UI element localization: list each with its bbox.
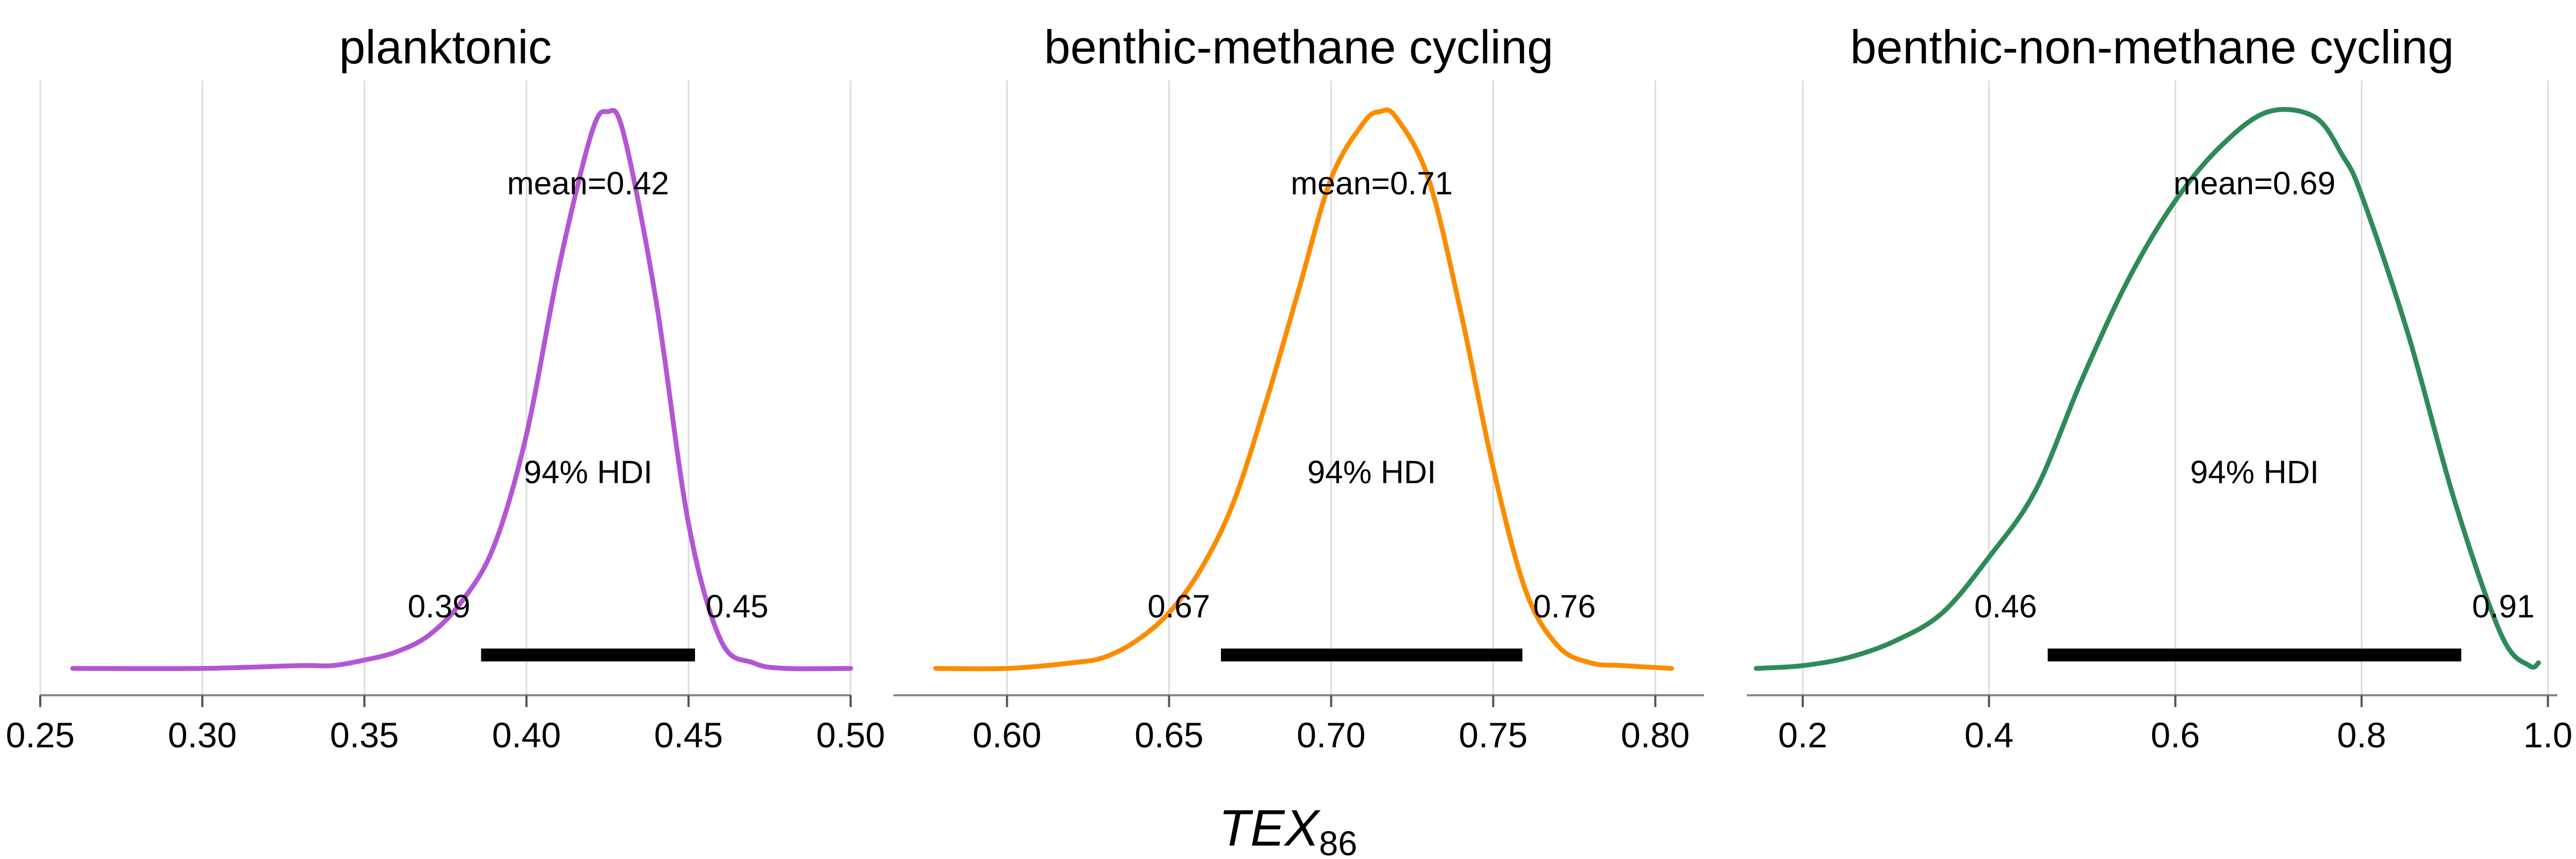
mean-label: mean=0.69 — [2174, 165, 2336, 201]
x-axis-label: TEX86 — [1219, 799, 1357, 859]
x-axis-label-subscript: 86 — [1319, 824, 1357, 859]
x-tick-label: 0.75 — [1459, 715, 1527, 755]
density-curve — [1753, 107, 2541, 671]
density-curve — [70, 108, 853, 672]
x-tick-label: 0.30 — [168, 715, 237, 755]
mean-label: mean=0.42 — [507, 165, 669, 201]
hdi-high-label: 0.45 — [706, 588, 769, 624]
hdi-high-label: 0.91 — [2472, 588, 2535, 624]
x-tick-label: 0.2 — [1778, 715, 1827, 755]
hdi-label: 94% HDI — [1307, 454, 1436, 490]
x-tick-label: 0.35 — [330, 715, 399, 755]
hdi-low-label: 0.46 — [1974, 588, 2037, 624]
x-axis-label-main: TEX — [1219, 799, 1321, 857]
x-tick-label: 0.60 — [972, 715, 1041, 755]
density-curve — [933, 107, 1674, 672]
x-tick-label: 0.80 — [1621, 715, 1689, 755]
panel-title: benthic-methane cycling — [1044, 20, 1554, 74]
hdi-low-label: 0.39 — [408, 588, 471, 624]
mean-label: mean=0.71 — [1291, 165, 1453, 201]
x-tick-label: 0.45 — [654, 715, 723, 755]
panel-title: planktonic — [339, 20, 552, 74]
x-tick-label: 0.4 — [1964, 715, 2014, 755]
x-tick-label: 1.0 — [2523, 715, 2573, 755]
x-tick-label: 0.25 — [6, 715, 75, 755]
x-tick-label: 0.70 — [1297, 715, 1365, 755]
panels-group: 0.25 0.30 0.35 0.40 0.45 0.50 planktonic mean=0… — [6, 20, 2573, 755]
x-tick-label: 0.65 — [1135, 715, 1203, 755]
hdi-high-label: 0.76 — [1533, 588, 1596, 624]
hdi-label: 94% HDI — [524, 454, 653, 490]
panel-2: 0.60 0.65 0.70 0.75 0.80 benthic-methane cycl… — [894, 20, 1704, 755]
panel-3: 0.2 0.4 0.6 0.8 1.0 benthic-non-methane cycli… — [1747, 20, 2573, 755]
x-tick-label: 0.8 — [2337, 715, 2387, 755]
hdi-label: 94% HDI — [2190, 454, 2319, 490]
panel-title: benthic-non-methane cycling — [1850, 20, 2454, 74]
x-tick-label: 0.40 — [492, 715, 561, 755]
x-tick-label: 0.6 — [2151, 715, 2200, 755]
panel-1: 0.25 0.30 0.35 0.40 0.45 0.50 planktonic mean=0… — [6, 20, 885, 755]
hdi-low-label: 0.67 — [1147, 588, 1210, 624]
x-tick-label: 0.50 — [816, 715, 885, 755]
